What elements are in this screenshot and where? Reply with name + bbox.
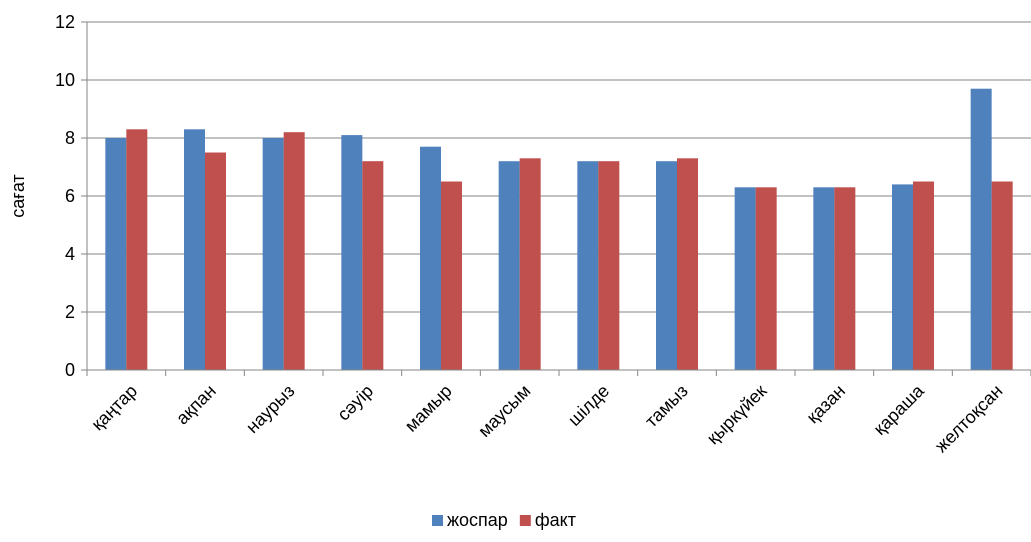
axes <box>86 22 1031 376</box>
x-tick-label: сәуір <box>333 381 377 425</box>
x-tick-label: қаңтар <box>87 381 141 435</box>
y-tick-label: 10 <box>55 70 75 90</box>
bars <box>105 88 1013 370</box>
x-tick-label: желтоқсан <box>931 381 1007 457</box>
legend-label: факт <box>535 510 576 530</box>
x-tick-label: қыркүйек <box>703 381 771 449</box>
bar-plan <box>734 187 756 370</box>
bar-plan <box>892 184 913 370</box>
y-axis-label: сағат <box>8 174 28 217</box>
bar-plan <box>656 161 677 370</box>
bar-fact <box>205 152 226 370</box>
bar-fact <box>677 158 698 370</box>
y-tick-label: 0 <box>65 360 75 380</box>
y-tick-label: 8 <box>65 128 75 148</box>
bar-fact <box>283 132 305 370</box>
bar-plan <box>577 161 599 370</box>
bar-plan <box>341 135 363 370</box>
bar-fact <box>441 181 462 370</box>
x-tick-label: мамыр <box>401 381 456 436</box>
legend: жоспар факт <box>432 510 576 530</box>
x-tick-label: тамыз <box>641 381 692 432</box>
bar-plan <box>498 161 520 370</box>
bar-fact <box>598 161 620 370</box>
x-tick-label: қазан <box>803 381 850 428</box>
bar-fact <box>126 129 148 370</box>
legend-swatch <box>519 515 531 526</box>
x-tick-labels: қаңтар ақпан наурыз сәуір мамыр маусым шілде та… <box>87 380 1006 456</box>
bar-plan <box>420 146 441 370</box>
bar-plan <box>970 88 992 370</box>
bar-fact <box>755 187 777 370</box>
bar-plan <box>184 129 205 370</box>
x-tick-label: ақпан <box>172 381 220 429</box>
bar-plan <box>105 138 127 370</box>
bar-fact <box>834 187 856 370</box>
y-tick-label: 12 <box>55 12 75 32</box>
y-tick-label: 6 <box>65 186 75 206</box>
x-tick-label: шілде <box>564 381 613 430</box>
bar-plan <box>813 187 835 370</box>
bar-fact <box>991 181 1013 370</box>
legend-label: жоспар <box>447 510 508 530</box>
y-tick-label: 4 <box>65 244 75 264</box>
bar-fact <box>362 161 384 370</box>
y-tick-labels: 0 2 4 6 8 10 12 <box>55 12 75 380</box>
x-tick-label: қараша <box>870 380 929 439</box>
gridlines <box>81 21 1031 371</box>
x-tick-label: наурыз <box>242 381 298 437</box>
legend-swatch <box>432 515 443 526</box>
bar-fact <box>519 158 541 370</box>
x-tick-label: маусым <box>474 381 534 441</box>
bar-plan <box>262 138 284 370</box>
y-tick-label: 2 <box>65 302 75 322</box>
bar-fact <box>913 181 934 370</box>
